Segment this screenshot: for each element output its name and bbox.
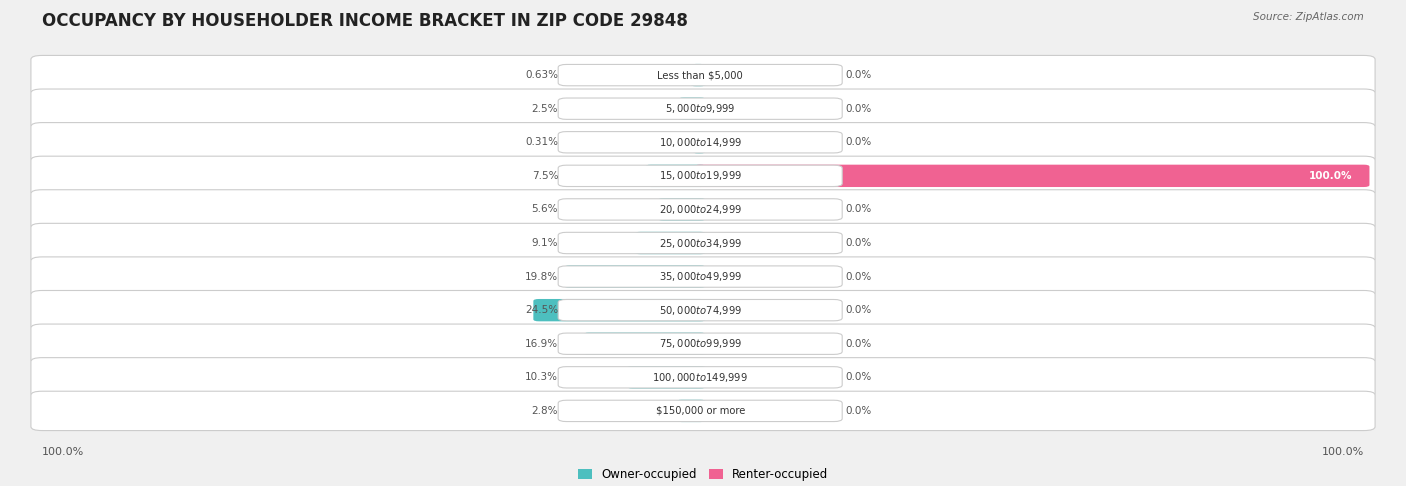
FancyBboxPatch shape	[693, 131, 706, 154]
Text: 0.0%: 0.0%	[845, 70, 872, 80]
FancyBboxPatch shape	[634, 232, 706, 254]
Legend: Owner-occupied, Renter-occupied: Owner-occupied, Renter-occupied	[572, 464, 834, 486]
FancyBboxPatch shape	[31, 291, 1375, 330]
Text: 2.5%: 2.5%	[531, 104, 558, 114]
Text: 19.8%: 19.8%	[524, 272, 558, 281]
FancyBboxPatch shape	[627, 366, 706, 388]
FancyBboxPatch shape	[31, 89, 1375, 128]
Text: 0.0%: 0.0%	[845, 104, 872, 114]
Text: 0.0%: 0.0%	[845, 305, 872, 315]
FancyBboxPatch shape	[533, 299, 706, 321]
Text: Less than $5,000: Less than $5,000	[658, 70, 742, 80]
Text: 7.5%: 7.5%	[531, 171, 558, 181]
FancyBboxPatch shape	[31, 358, 1375, 397]
FancyBboxPatch shape	[645, 165, 706, 187]
Text: $20,000 to $24,999: $20,000 to $24,999	[658, 203, 742, 216]
FancyBboxPatch shape	[690, 64, 706, 87]
FancyBboxPatch shape	[558, 366, 842, 388]
FancyBboxPatch shape	[695, 165, 1369, 187]
Text: 0.63%: 0.63%	[526, 70, 558, 80]
FancyBboxPatch shape	[558, 98, 842, 120]
Text: 16.9%: 16.9%	[524, 339, 558, 349]
Text: 0.0%: 0.0%	[845, 205, 872, 214]
Text: OCCUPANCY BY HOUSEHOLDER INCOME BRACKET IN ZIP CODE 29848: OCCUPANCY BY HOUSEHOLDER INCOME BRACKET …	[42, 12, 688, 30]
FancyBboxPatch shape	[31, 122, 1375, 162]
FancyBboxPatch shape	[31, 55, 1375, 95]
FancyBboxPatch shape	[558, 165, 842, 187]
Text: $5,000 to $9,999: $5,000 to $9,999	[665, 102, 735, 115]
FancyBboxPatch shape	[31, 324, 1375, 364]
FancyBboxPatch shape	[558, 132, 842, 153]
FancyBboxPatch shape	[658, 198, 706, 221]
Text: $100,000 to $149,999: $100,000 to $149,999	[652, 371, 748, 384]
FancyBboxPatch shape	[31, 391, 1375, 431]
Text: 0.0%: 0.0%	[845, 137, 872, 147]
FancyBboxPatch shape	[558, 266, 842, 287]
FancyBboxPatch shape	[558, 232, 842, 254]
Text: 10.3%: 10.3%	[526, 372, 558, 382]
Text: $75,000 to $99,999: $75,000 to $99,999	[658, 337, 742, 350]
FancyBboxPatch shape	[558, 333, 842, 354]
Text: 0.31%: 0.31%	[526, 137, 558, 147]
Text: 24.5%: 24.5%	[524, 305, 558, 315]
Text: 9.1%: 9.1%	[531, 238, 558, 248]
Text: 0.0%: 0.0%	[845, 238, 872, 248]
Text: 100.0%: 100.0%	[42, 447, 84, 457]
Text: $35,000 to $49,999: $35,000 to $49,999	[658, 270, 742, 283]
Text: 0.0%: 0.0%	[845, 339, 872, 349]
FancyBboxPatch shape	[564, 265, 706, 288]
Text: 0.0%: 0.0%	[845, 272, 872, 281]
FancyBboxPatch shape	[558, 400, 842, 421]
Text: 5.6%: 5.6%	[531, 205, 558, 214]
Text: $10,000 to $14,999: $10,000 to $14,999	[658, 136, 742, 149]
Text: $150,000 or more: $150,000 or more	[655, 406, 745, 416]
Text: $15,000 to $19,999: $15,000 to $19,999	[658, 169, 742, 182]
FancyBboxPatch shape	[31, 224, 1375, 262]
Text: $50,000 to $74,999: $50,000 to $74,999	[658, 304, 742, 317]
FancyBboxPatch shape	[583, 332, 706, 355]
Text: 0.0%: 0.0%	[845, 406, 872, 416]
FancyBboxPatch shape	[558, 65, 842, 86]
Text: Source: ZipAtlas.com: Source: ZipAtlas.com	[1253, 12, 1364, 22]
Text: $25,000 to $34,999: $25,000 to $34,999	[658, 237, 742, 249]
FancyBboxPatch shape	[31, 257, 1375, 296]
FancyBboxPatch shape	[31, 156, 1375, 195]
Text: 0.0%: 0.0%	[845, 372, 872, 382]
Text: 2.8%: 2.8%	[531, 406, 558, 416]
Text: 100.0%: 100.0%	[1322, 447, 1364, 457]
FancyBboxPatch shape	[676, 399, 706, 422]
FancyBboxPatch shape	[558, 199, 842, 220]
FancyBboxPatch shape	[558, 299, 842, 321]
FancyBboxPatch shape	[31, 190, 1375, 229]
FancyBboxPatch shape	[678, 98, 706, 120]
Text: 100.0%: 100.0%	[1309, 171, 1353, 181]
